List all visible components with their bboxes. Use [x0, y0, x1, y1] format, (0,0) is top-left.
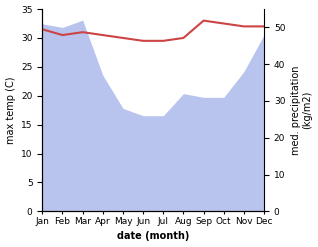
Y-axis label: max temp (C): max temp (C) — [5, 76, 16, 144]
X-axis label: date (month): date (month) — [117, 231, 190, 242]
Y-axis label: med. precipitation
(kg/m2): med. precipitation (kg/m2) — [291, 65, 313, 155]
